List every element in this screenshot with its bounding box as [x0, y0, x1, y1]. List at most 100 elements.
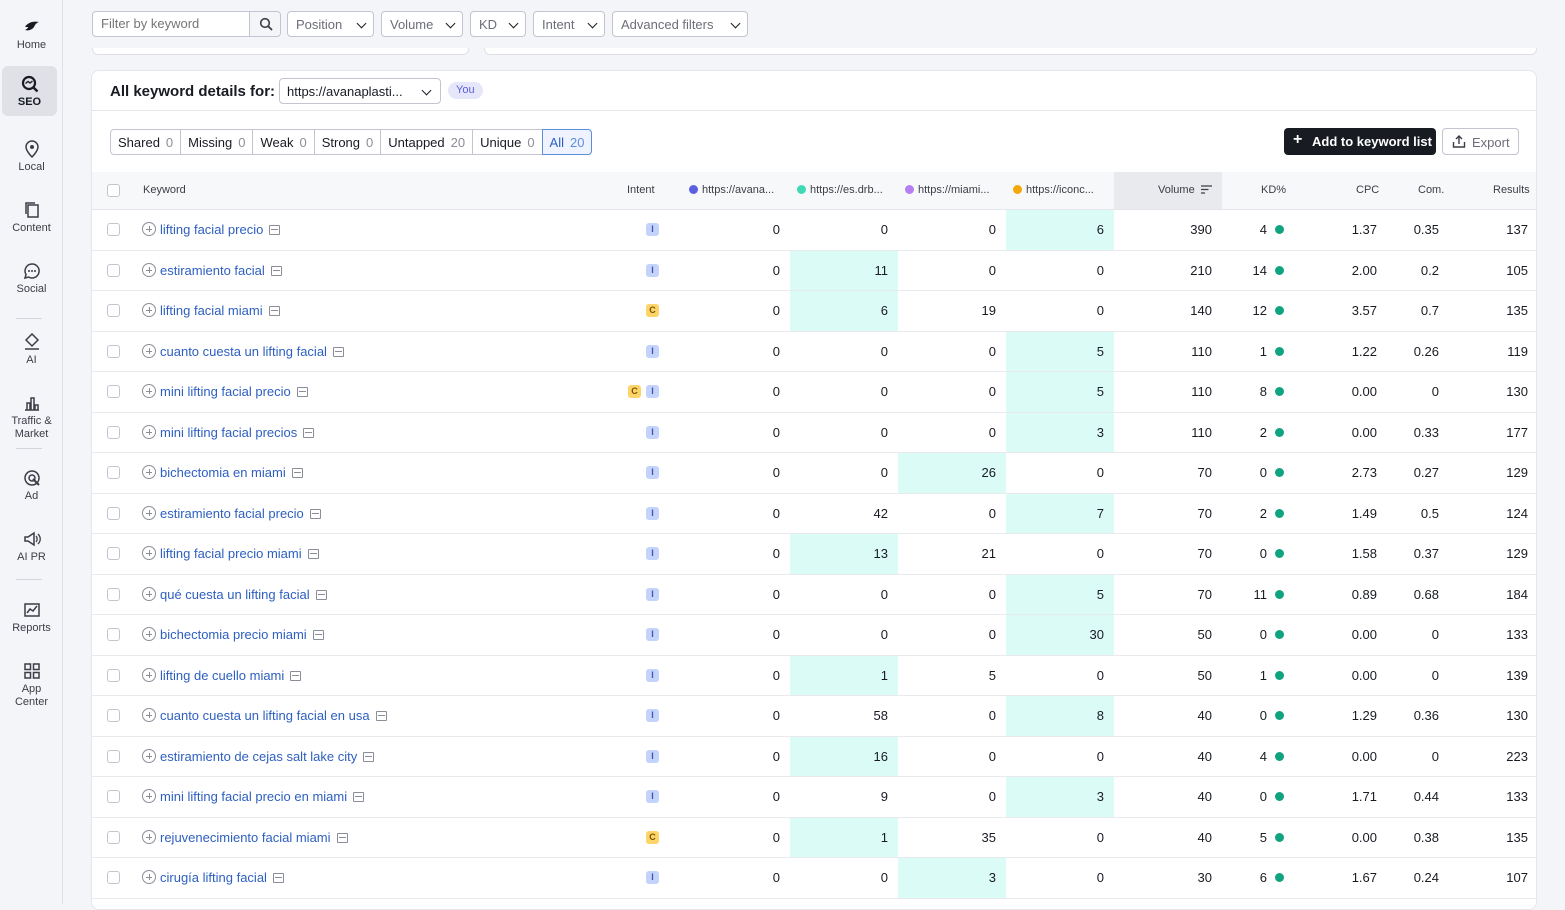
row-checkbox[interactable]	[107, 547, 120, 560]
keyword-link[interactable]: lifting de cuello miami	[160, 668, 302, 683]
keyword-link[interactable]: rejuvenecimiento facial miami	[160, 830, 348, 845]
keyword-link[interactable]: lifting facial miami	[160, 303, 280, 318]
sidebar-item-app-center[interactable]: App Center	[0, 658, 63, 710]
advanced-filters[interactable]: Advanced filters	[612, 11, 748, 37]
segment-all[interactable]: All 20	[541, 129, 593, 155]
kd-filter[interactable]: KD	[470, 11, 526, 37]
serp-features-icon[interactable]	[375, 711, 387, 721]
row-checkbox[interactable]	[107, 790, 120, 803]
row-checkbox[interactable]	[107, 304, 120, 317]
position-filter[interactable]: Position	[287, 11, 374, 37]
sidebar-item-ai-pr[interactable]: AI PR	[0, 526, 63, 566]
row-checkbox[interactable]	[107, 709, 120, 722]
row-checkbox[interactable]	[107, 749, 120, 763]
col-keyword[interactable]: Keyword	[143, 184, 186, 196]
row-checkbox[interactable]	[107, 830, 120, 844]
col-domain-2[interactable]: https://es.drb...	[797, 184, 883, 196]
row-checkbox[interactable]	[107, 587, 120, 601]
search-button[interactable]	[249, 12, 280, 36]
add-keyword-icon[interactable]	[142, 465, 156, 479]
domain-select[interactable]: https://avanaplasti...	[279, 78, 441, 104]
keyword-link[interactable]: bichectomia en miami	[160, 465, 303, 480]
serp-features-icon[interactable]	[336, 832, 348, 843]
segment-weak[interactable]: Weak 0	[252, 129, 315, 155]
col-com[interactable]: Com.	[1418, 184, 1445, 196]
row-checkbox[interactable]	[107, 425, 120, 439]
serp-features-icon[interactable]	[272, 873, 284, 883]
keyword-link[interactable]: lifting facial precio	[160, 222, 281, 237]
add-keyword-icon[interactable]	[142, 384, 156, 398]
intent-filter[interactable]: Intent	[533, 11, 605, 37]
sidebar-item-seo[interactable]: SEO	[2, 66, 57, 116]
keyword-link[interactable]: estiramiento facial precio	[160, 506, 321, 521]
segment-unique[interactable]: Unique 0	[472, 129, 543, 155]
add-keyword-icon[interactable]	[142, 505, 156, 520]
segment-untapped[interactable]: Untapped 20	[380, 129, 474, 155]
keyword-filter[interactable]	[92, 11, 281, 37]
sidebar-item-social[interactable]: Social	[0, 258, 63, 298]
col-volume[interactable]: Volume	[1158, 184, 1212, 196]
serp-features-icon[interactable]	[312, 630, 324, 640]
add-keyword-icon[interactable]	[142, 222, 156, 236]
keyword-link[interactable]: mini lifting facial precios	[160, 425, 315, 440]
add-keyword-icon[interactable]	[142, 748, 156, 763]
segment-missing[interactable]: Missing 0	[180, 129, 254, 155]
keyword-link[interactable]: cuanto cuesta un lifting facial en usa	[160, 708, 387, 723]
sidebar-item-local[interactable]: Local	[0, 136, 63, 176]
row-checkbox[interactable]	[107, 871, 120, 884]
serp-features-icon[interactable]	[315, 589, 327, 600]
keyword-link[interactable]: qué cuesta un lifting facial	[160, 587, 327, 602]
serp-features-icon[interactable]	[332, 346, 344, 357]
row-checkbox[interactable]	[107, 668, 120, 682]
keyword-link[interactable]: cuanto cuesta un lifting facial	[160, 344, 344, 359]
add-keyword-icon[interactable]	[142, 708, 156, 722]
row-checkbox[interactable]	[107, 506, 120, 520]
col-cpc[interactable]: CPC	[1356, 184, 1380, 196]
col-domain-3[interactable]: https://miami...	[905, 184, 990, 196]
add-keyword-icon[interactable]	[142, 586, 156, 601]
sidebar-item-ad[interactable]: Ad	[0, 465, 63, 505]
serp-features-icon[interactable]	[290, 670, 302, 681]
serp-features-icon[interactable]	[296, 387, 308, 397]
add-keyword-icon[interactable]	[142, 546, 156, 560]
col-results[interactable]: Results	[1493, 184, 1530, 196]
add-to-keyword-list-button[interactable]: + Add to keyword list	[1284, 128, 1436, 155]
add-keyword-icon[interactable]	[142, 870, 156, 884]
keyword-link[interactable]: estiramiento de cejas salt lake city	[160, 749, 375, 764]
col-kd[interactable]: KD%	[1261, 184, 1287, 196]
sidebar-item-ai[interactable]: AI	[0, 329, 63, 369]
add-keyword-icon[interactable]	[142, 667, 156, 682]
sidebar-item-traffic-market[interactable]: Traffic & Market	[0, 390, 63, 442]
sidebar-item-reports[interactable]: Reports	[0, 597, 63, 637]
keyword-link[interactable]: mini lifting facial precio	[160, 384, 308, 399]
select-all-checkbox[interactable]	[107, 184, 120, 197]
serp-features-icon[interactable]	[303, 427, 315, 438]
sidebar-item-content[interactable]: Content	[0, 197, 63, 237]
sidebar-item-home[interactable]: Home	[0, 14, 63, 54]
serp-features-icon[interactable]	[269, 225, 281, 235]
serp-features-icon[interactable]	[291, 468, 303, 478]
col-domain-1[interactable]: https://avana...	[689, 184, 774, 196]
add-keyword-icon[interactable]	[142, 262, 156, 277]
keyword-link[interactable]: lifting facial precio miami	[160, 546, 319, 561]
segment-strong[interactable]: Strong 0	[313, 129, 382, 155]
keyword-link[interactable]: mini lifting facial precio en miami	[160, 789, 365, 804]
row-checkbox[interactable]	[107, 344, 120, 358]
serp-features-icon[interactable]	[363, 751, 375, 762]
export-button[interactable]: Export	[1442, 128, 1519, 155]
add-keyword-icon[interactable]	[142, 829, 156, 844]
col-domain-4[interactable]: https://iconc...	[1013, 184, 1094, 196]
serp-features-icon[interactable]	[353, 792, 365, 802]
row-checkbox[interactable]	[107, 385, 120, 398]
row-checkbox[interactable]	[107, 628, 120, 641]
serp-features-icon[interactable]	[309, 508, 321, 519]
col-intent[interactable]: Intent	[627, 184, 655, 196]
add-keyword-icon[interactable]	[142, 789, 156, 803]
keyword-link[interactable]: cirugía lifting facial	[160, 870, 284, 885]
serp-features-icon[interactable]	[268, 306, 280, 316]
volume-filter[interactable]: Volume	[381, 11, 463, 37]
add-keyword-icon[interactable]	[142, 343, 156, 358]
add-keyword-icon[interactable]	[142, 627, 156, 641]
keyword-link[interactable]: bichectomia precio miami	[160, 627, 324, 642]
search-input[interactable]	[101, 16, 251, 31]
